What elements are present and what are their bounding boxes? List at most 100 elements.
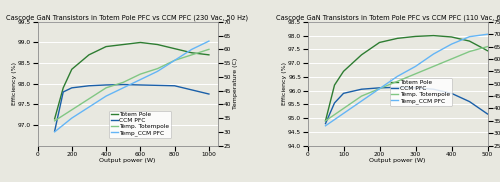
CCM PFC: [69, 87, 75, 89]
X-axis label: Output power (W): Output power (W): [370, 158, 426, 163]
Temp_CCM PFC: [189, 48, 195, 50]
Temp. Totempole: [412, 73, 418, 75]
Temp_CCM PFC: [154, 70, 160, 72]
Totem Pole: [376, 41, 382, 43]
Temp_CCM PFC: [430, 53, 436, 55]
Line: CCM PFC: CCM PFC: [54, 85, 209, 131]
Totem Pole: [120, 43, 126, 46]
Temp_CCM PFC: [394, 75, 400, 77]
Temp. Totempole: [484, 46, 490, 48]
X-axis label: Output power (W): Output power (W): [100, 158, 156, 163]
Temp_CCM PFC: [358, 100, 364, 102]
Temp_CCM PFC: [448, 43, 454, 45]
CCM PFC: [340, 92, 346, 94]
Line: Temp_CCM PFC: Temp_CCM PFC: [54, 41, 209, 132]
Totem Pole: [322, 120, 328, 122]
Totem Pole: [172, 48, 177, 50]
Temp_CCM PFC: [376, 88, 382, 90]
Temp_CCM PFC: [340, 112, 346, 114]
Totem Pole: [412, 35, 418, 37]
Temp. Totempole: [394, 80, 400, 82]
Line: Temp_CCM PFC: Temp_CCM PFC: [326, 34, 488, 126]
Temp. Totempole: [154, 68, 160, 70]
Temp_CCM PFC: [322, 125, 328, 127]
Temp. Totempole: [206, 48, 212, 50]
CCM PFC: [60, 91, 66, 93]
Temp. Totempole: [86, 98, 92, 100]
Y-axis label: Efficiency (%): Efficiency (%): [282, 62, 286, 105]
Totem Pole: [394, 37, 400, 39]
CCM PFC: [189, 89, 195, 91]
CCM PFC: [154, 84, 160, 86]
Temp_CCM PFC: [412, 65, 418, 68]
Totem Pole: [154, 43, 160, 46]
Temp. Totempole: [448, 58, 454, 60]
CCM PFC: [52, 130, 58, 132]
Y-axis label: Temperature (C): Temperature (C): [232, 58, 237, 109]
Temp. Totempole: [120, 81, 126, 83]
Title: Cascode GaN Transistors in Totem Pole PFC vs CCM PFC (110 Vac, 60 Hz): Cascode GaN Transistors in Totem Pole PF…: [276, 14, 500, 21]
Totem Pole: [448, 36, 454, 38]
CCM PFC: [172, 85, 177, 87]
Totem Pole: [430, 35, 436, 37]
Temp_CCM PFC: [466, 36, 472, 38]
Totem Pole: [484, 50, 490, 52]
Temp. Totempole: [376, 88, 382, 90]
Temp_CCM PFC: [484, 33, 490, 35]
Totem Pole: [358, 54, 364, 56]
CCM PFC: [394, 86, 400, 88]
Temp. Totempole: [430, 65, 436, 68]
Y-axis label: Efficiency (%): Efficiency (%): [12, 62, 16, 105]
Temp_CCM PFC: [52, 131, 58, 133]
CCM PFC: [206, 93, 212, 95]
CCM PFC: [484, 113, 490, 115]
CCM PFC: [86, 85, 92, 87]
Totem Pole: [466, 40, 472, 42]
Temp. Totempole: [172, 59, 177, 62]
Line: CCM PFC: CCM PFC: [326, 87, 488, 124]
Temp_CCM PFC: [69, 117, 75, 119]
CCM PFC: [103, 84, 109, 86]
Totem Pole: [60, 87, 66, 89]
Temp_CCM PFC: [120, 87, 126, 89]
CCM PFC: [430, 88, 436, 90]
CCM PFC: [120, 84, 126, 86]
Line: Totem Pole: Totem Pole: [54, 42, 209, 119]
Temp. Totempole: [189, 54, 195, 56]
Totem Pole: [332, 84, 338, 86]
Temp_CCM PFC: [86, 106, 92, 108]
Temp. Totempole: [358, 95, 364, 97]
Temp_CCM PFC: [172, 59, 177, 62]
Temp. Totempole: [466, 50, 472, 53]
Temp. Totempole: [322, 120, 328, 122]
CCM PFC: [138, 84, 143, 86]
Title: Cascode GaN Transistors in Totem Pole PFC vs CCM PFC (230 Vac, 50 Hz): Cascode GaN Transistors in Totem Pole PF…: [6, 14, 248, 21]
Temp. Totempole: [340, 107, 346, 110]
Totem Pole: [340, 70, 346, 72]
Temp_CCM PFC: [103, 95, 109, 97]
Totem Pole: [138, 41, 143, 43]
Totem Pole: [69, 68, 75, 70]
CCM PFC: [358, 88, 364, 90]
Temp_CCM PFC: [206, 40, 212, 42]
CCM PFC: [376, 87, 382, 89]
CCM PFC: [412, 87, 418, 89]
Totem Pole: [52, 118, 58, 120]
Legend: Totem Pole, CCM PFC, Temp. Totempole, Temp_CCM PFC: Totem Pole, CCM PFC, Temp. Totempole, Te…: [390, 78, 452, 106]
Temp. Totempole: [52, 120, 58, 122]
Totem Pole: [103, 46, 109, 48]
Temp. Totempole: [103, 87, 109, 89]
Temp. Totempole: [69, 109, 75, 111]
Totem Pole: [206, 54, 212, 56]
CCM PFC: [322, 122, 328, 125]
Temp. Totempole: [138, 73, 143, 75]
CCM PFC: [332, 102, 338, 104]
Line: Totem Pole: Totem Pole: [326, 36, 488, 121]
CCM PFC: [466, 100, 472, 103]
Line: Temp. Totempole: Temp. Totempole: [326, 47, 488, 121]
Totem Pole: [189, 52, 195, 54]
Legend: Totem Pole, CCM PFC, Temp. Totempole, Temp_CCM PFC: Totem Pole, CCM PFC, Temp. Totempole, Te…: [109, 111, 171, 138]
CCM PFC: [448, 92, 454, 94]
Totem Pole: [86, 54, 92, 56]
Temp_CCM PFC: [138, 78, 143, 81]
